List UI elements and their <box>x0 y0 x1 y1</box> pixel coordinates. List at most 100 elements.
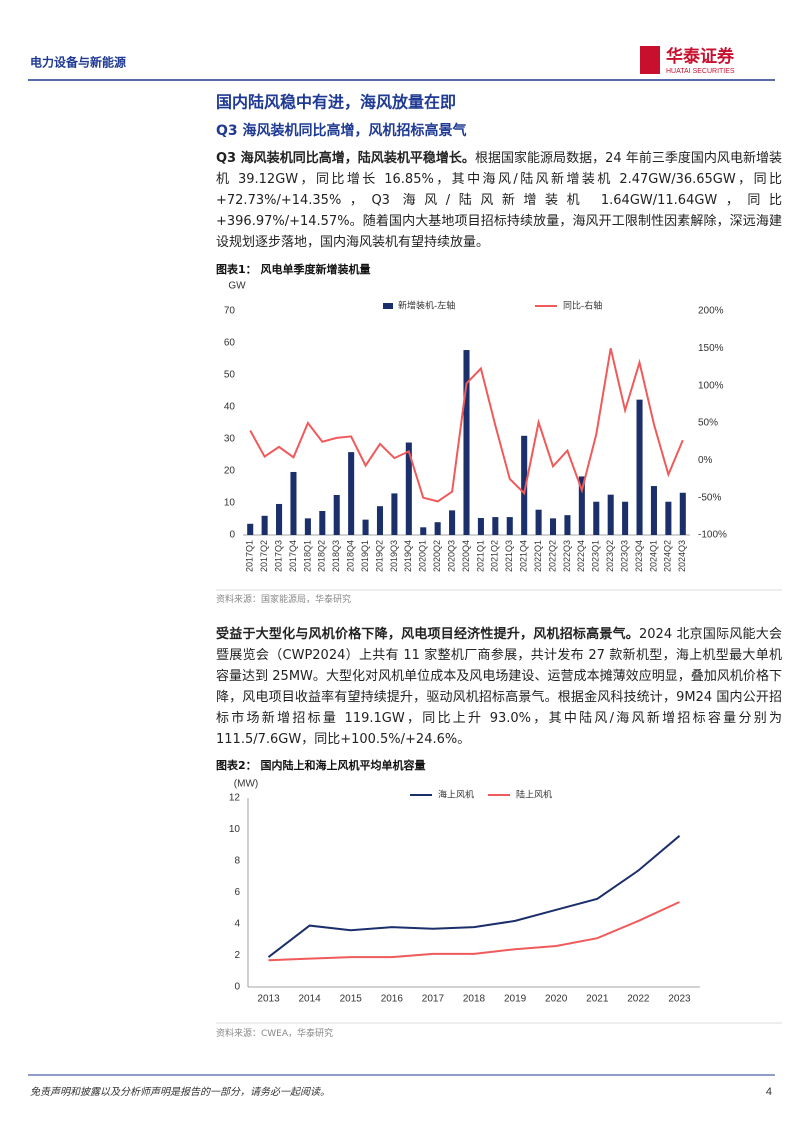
bar <box>463 350 470 535</box>
y-tick-label: 0 <box>234 982 240 993</box>
bar <box>405 442 412 535</box>
body-text: 根据国家能源局数据，24 年前三季度国内风电新增装机 39.12GW，同比增长 … <box>216 151 782 250</box>
y-tick-label: 4 <box>234 919 240 930</box>
figure-title: 风电单季度新增装机量 <box>260 263 371 276</box>
y-tick-label: 10 <box>229 824 241 835</box>
bar <box>506 517 513 535</box>
bar <box>679 492 686 535</box>
x-tick-label: 2022Q2 <box>547 540 557 572</box>
y2-tick-label: 0% <box>698 455 713 466</box>
x-tick-label: 2015 <box>340 994 363 1005</box>
x-tick-label: 2013 <box>257 994 280 1005</box>
legend-label: 同比-右轴 <box>563 300 602 312</box>
y-tick-label: 30 <box>224 434 236 445</box>
x-tick-label: 2017 <box>422 994 445 1005</box>
subtitle: Q3 海风装机同比高增，风机招标高景气 <box>216 122 467 139</box>
logo-name: 华泰证券 <box>666 46 735 67</box>
x-tick-label: 2020Q4 <box>461 540 471 572</box>
x-tick-label: 2024Q3 <box>677 540 687 572</box>
bar <box>276 503 283 535</box>
bar <box>636 399 643 535</box>
x-tick-label: 2018Q4 <box>346 540 356 572</box>
x-tick-label: 2018Q3 <box>331 540 341 572</box>
x-tick-label: 2021Q1 <box>475 540 485 572</box>
bar <box>593 501 600 535</box>
y-tick-label: 70 <box>224 306 236 317</box>
bar <box>319 511 326 535</box>
y2-tick-label: -100% <box>698 530 727 541</box>
bar <box>333 495 340 535</box>
line <box>267 835 681 958</box>
y-tick-label: 60 <box>224 338 236 349</box>
x-tick-label: 2023Q1 <box>591 540 601 572</box>
bar <box>420 527 427 535</box>
x-tick-label: 2019Q4 <box>403 540 413 572</box>
x-tick-label: 2020 <box>545 994 568 1005</box>
y-axis-label: GW <box>228 281 246 292</box>
bar <box>348 452 355 535</box>
bar <box>477 518 484 535</box>
page-number: 4 <box>766 1086 772 1098</box>
figure-label: 图表2： <box>216 759 257 772</box>
x-tick-label: 2022 <box>627 994 650 1005</box>
bar <box>304 518 311 535</box>
paragraph: 受益于大型化与风机价格下降，风电项目经济性提升，风机招标高景气。2024 北京国… <box>216 624 782 750</box>
figure-title: 国内陆上和海上风机平均单机容量 <box>260 759 426 772</box>
x-tick-label: 2022Q1 <box>533 540 543 572</box>
x-tick-label: 2018Q2 <box>317 540 327 572</box>
bar <box>564 515 571 535</box>
x-tick-label: 2023 <box>668 994 691 1005</box>
bar <box>434 522 441 535</box>
y-tick-label: 20 <box>224 466 236 477</box>
x-tick-label: 2021Q3 <box>504 540 514 572</box>
x-tick-label: 2022Q4 <box>576 540 586 572</box>
x-tick-label: 2023Q3 <box>619 540 629 572</box>
disclaimer: 免责声明和披露以及分析师声明是报告的一部分，请务必一起阅读。 <box>30 1086 330 1098</box>
figure-caption: 图表2： 国内陆上和海上风机平均单机容量 <box>216 757 426 773</box>
lead: Q3 海风装机同比高增，陆风装机平稳增长。 <box>216 151 475 166</box>
body-text: 2024 北京国际风能大会暨展览会（CWP2024）上共有 11 家整机厂商参展… <box>216 627 782 747</box>
x-tick-label: 2017Q2 <box>259 540 269 572</box>
figure-source: 资料来源：CWEA，华泰研究 <box>216 1029 334 1039</box>
x-tick-label: 2019Q2 <box>374 540 384 572</box>
x-tick-label: 2020Q1 <box>418 540 428 572</box>
legend-swatch <box>383 303 393 309</box>
x-tick-label: 2020Q3 <box>446 540 456 572</box>
line <box>268 901 680 962</box>
x-tick-label: 2018Q1 <box>302 540 312 572</box>
y-tick-label: 0 <box>229 530 235 541</box>
y-tick-label: 2 <box>234 950 240 961</box>
y2-tick-label: 50% <box>698 418 718 429</box>
x-tick-label: 2020Q2 <box>432 540 442 572</box>
y2-tick-label: -50% <box>698 492 721 503</box>
y2-tick-label: 100% <box>698 380 724 391</box>
header-section: 电力设备与新能源 <box>30 55 126 70</box>
bar <box>622 501 629 535</box>
x-tick-label: 2021 <box>586 994 609 1005</box>
y-tick-label: 40 <box>224 402 236 413</box>
bar <box>521 435 528 535</box>
x-tick-label: 2022Q3 <box>562 540 572 572</box>
x-tick-label: 2016 <box>381 994 404 1005</box>
x-tick-label: 2017Q3 <box>273 540 283 572</box>
y2-tick-label: 150% <box>698 343 724 354</box>
bar <box>261 515 268 535</box>
figure-caption: 图表1： 风电单季度新增装机量 <box>216 261 371 277</box>
bar <box>578 476 585 535</box>
title: 国内陆风稳中有进，海风放量在即 <box>216 93 456 112</box>
figure-label: 图表1： <box>216 263 257 276</box>
bar <box>376 506 384 535</box>
bar <box>391 493 398 535</box>
paragraph: Q3 海风装机同比高增，陆风装机平稳增长。根据国家能源局数据，24 年前三季度国… <box>216 148 782 253</box>
x-tick-label: 2023Q2 <box>605 540 615 572</box>
x-tick-label: 2017Q1 <box>245 540 255 572</box>
bar <box>362 519 369 535</box>
legend-label: 海上风机 <box>438 789 474 801</box>
y-tick-label: 12 <box>229 793 241 804</box>
x-tick-label: 2024Q1 <box>648 540 658 572</box>
y-axis-label: (MW) <box>234 779 258 790</box>
y-tick-label: 10 <box>224 498 236 509</box>
x-tick-label: 2014 <box>299 994 322 1005</box>
